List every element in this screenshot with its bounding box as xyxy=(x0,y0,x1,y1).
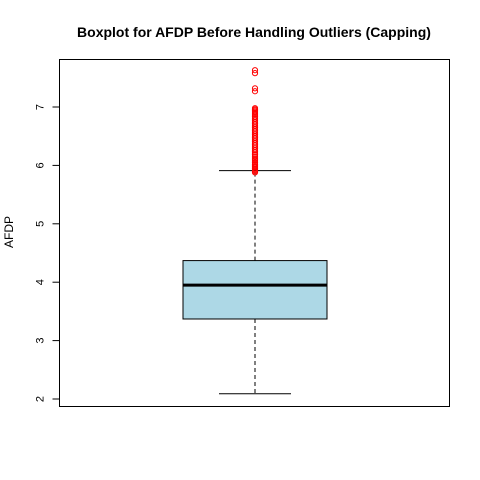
outlier-point xyxy=(251,105,259,112)
outlier-point xyxy=(251,115,259,122)
chart-title: Boxplot for AFDP Before Handling Outlier… xyxy=(77,24,431,40)
outlier-point xyxy=(251,70,259,77)
box-group xyxy=(182,170,328,395)
y-tick-label: 4 xyxy=(35,279,47,285)
outlier-point xyxy=(251,155,259,162)
y-tick-label: 6 xyxy=(35,162,47,168)
outlier-point xyxy=(251,85,259,92)
outliers-group xyxy=(251,67,259,176)
outlier-point xyxy=(251,161,259,168)
y-tick-label: 7 xyxy=(35,104,47,110)
y-axis: 2 3 4 5 6 7 xyxy=(35,104,60,402)
outlier-point xyxy=(251,88,259,95)
y-tick-label: 2 xyxy=(35,396,47,402)
outlier-point xyxy=(251,67,259,74)
iqr-box xyxy=(182,260,328,320)
y-axis-label: AFDP xyxy=(2,216,16,248)
outlier-point xyxy=(251,153,259,160)
outlier-point xyxy=(251,159,259,166)
y-tick-label: 3 xyxy=(35,338,47,344)
y-tick-label: 5 xyxy=(35,221,47,227)
